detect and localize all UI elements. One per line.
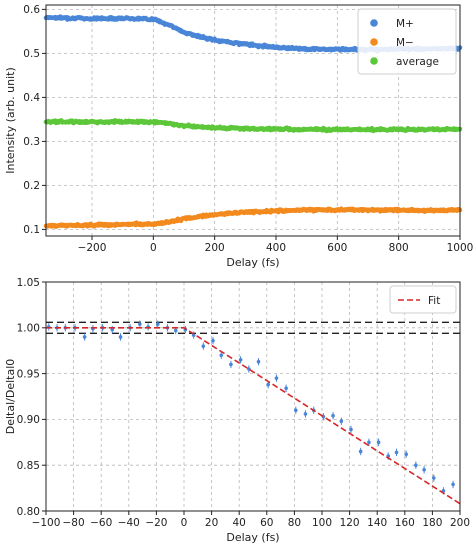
plot-frame [45, 4, 461, 237]
data-point [155, 322, 160, 326]
x-tick-label: −200 [78, 242, 107, 254]
x-tick-label: 60 [260, 517, 273, 529]
x-tick-label: 800 [389, 242, 409, 254]
data-point [451, 482, 455, 487]
data-point [274, 376, 279, 380]
x-tick-label: 80 [288, 517, 301, 529]
data-point [376, 440, 381, 445]
data-point [211, 338, 215, 343]
y-tick-label: 0.1 [23, 224, 40, 236]
y-tick-label: 0.6 [23, 4, 40, 16]
x-axis-label: Delay (fs) [226, 256, 279, 269]
chart-top: −200 0 200 400 600 800 1000 0.1 0.2 0.3 0.4 0.5 0.6 D… [4, 4, 473, 269]
y-axis-label: Intensity (arb. unit) [4, 67, 17, 174]
data-point [404, 452, 408, 457]
legend-label: average [396, 56, 439, 68]
x-tick-label: 1000 [447, 242, 474, 254]
x-tick-label: 180 [422, 517, 442, 529]
data-point [82, 335, 87, 339]
y-tick-label: 1.05 [17, 277, 40, 289]
data-point [331, 413, 335, 418]
data-point [118, 335, 123, 339]
legend-box [389, 285, 457, 314]
x-tick-label: 400 [266, 242, 286, 254]
x-tick-label: −60 [90, 517, 112, 529]
chart-bottom: −100 −80 −60 −40 −20 0 20 40 60 80 100 120 140 160 180… [4, 277, 470, 544]
data-point [394, 450, 399, 455]
legend-box [357, 8, 457, 75]
x-tick-label: 160 [395, 517, 415, 529]
series-average [43, 118, 463, 134]
y-axis-label: Deltal/Deltal0 [4, 359, 17, 435]
data-point [358, 449, 363, 454]
data-point [219, 353, 224, 358]
legend-label: M+ [396, 18, 414, 30]
legend-marker [370, 57, 378, 65]
x-tick-label: 0 [150, 242, 157, 254]
x-axis-label: Delay (fs) [226, 531, 279, 544]
data-point [339, 419, 344, 424]
y-tick-label: 0.90 [17, 414, 40, 426]
legend: Fit [389, 285, 457, 314]
x-tick-label: 100 [312, 517, 332, 529]
data-point [229, 362, 233, 367]
y-tick-label: 0.95 [17, 368, 40, 380]
data-point [256, 359, 261, 364]
data-point [293, 408, 298, 413]
data-point [422, 467, 426, 472]
plot-frame [45, 281, 461, 512]
x-tick-label: −40 [118, 517, 140, 529]
data-point [349, 427, 353, 432]
fit-line [46, 326, 461, 505]
y-tick-label: 1.00 [17, 323, 40, 335]
legend-marker [370, 38, 378, 46]
y-tick-label: 0.80 [17, 506, 40, 518]
legend-label: M− [396, 37, 414, 49]
series-m [43, 14, 463, 54]
data-point [173, 328, 178, 333]
series-data [46, 320, 455, 495]
data-point [303, 412, 308, 416]
y-tick-label: 0.2 [23, 180, 40, 192]
data-point [238, 358, 243, 362]
x-tick-label: 200 [450, 517, 470, 529]
series-m [43, 206, 463, 230]
data-point [414, 463, 418, 468]
x-tick-label: −80 [63, 517, 85, 529]
x-tick-label: −20 [145, 517, 167, 529]
data-point [138, 322, 142, 326]
data-point [367, 440, 371, 445]
series-fit [46, 326, 461, 505]
y-tick-label: 0.3 [23, 136, 40, 148]
legend-label: Fit [428, 295, 440, 307]
data-point [431, 476, 436, 480]
x-tick-label: 120 [340, 517, 360, 529]
x-tick-label: 600 [327, 242, 347, 254]
data-point [201, 344, 206, 348]
x-tick-label: 140 [367, 517, 387, 529]
data-point [110, 327, 115, 332]
y-tick-label: 0.4 [23, 92, 40, 104]
x-tick-label: −100 [32, 517, 61, 529]
x-tick-label: 0 [181, 517, 188, 529]
data-point [284, 386, 288, 391]
y-tick-label: 0.5 [23, 48, 40, 60]
y-tick-label: 0.85 [17, 460, 40, 472]
x-tick-label: 40 [233, 517, 246, 529]
data-point [266, 382, 270, 387]
legend: M+ M− average [357, 8, 457, 75]
x-tick-label: 20 [205, 517, 218, 529]
legend-marker [370, 19, 378, 27]
x-tick-label: 200 [205, 242, 225, 254]
